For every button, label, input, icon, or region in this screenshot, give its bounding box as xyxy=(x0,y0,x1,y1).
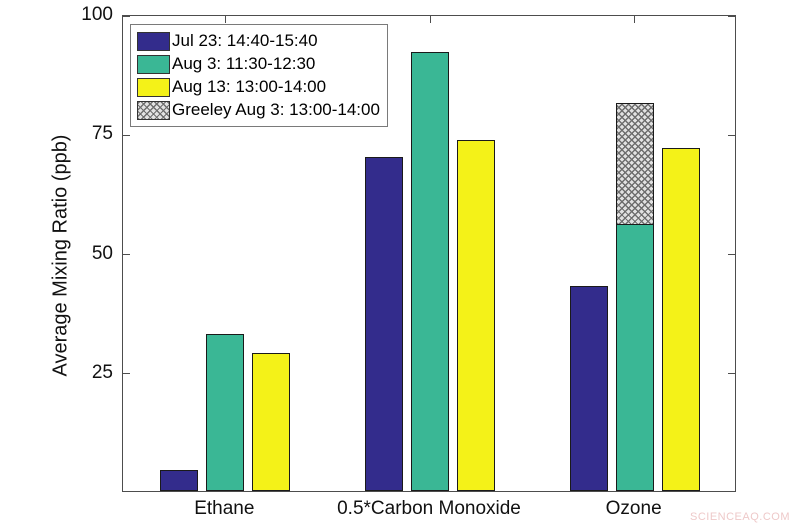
legend-swatch-icon xyxy=(137,54,170,74)
y-axis-tick xyxy=(728,254,735,255)
y-axis-tick xyxy=(123,254,130,255)
y-axis-tick xyxy=(728,373,735,375)
bar-series-2-cat-2 xyxy=(661,147,700,491)
bar-series-2-cat-0 xyxy=(252,352,291,491)
y-tick-label: 25 xyxy=(91,361,113,383)
legend-item: Aug 3: 11:30-12:30 xyxy=(137,53,380,75)
bar-series-1-cat-1 xyxy=(411,52,449,491)
legend-label: Jul 23: 14:40-15:40 xyxy=(172,31,318,50)
legend-item: Aug 13: 13:00-14:00 xyxy=(137,76,380,98)
y-tick-label: 50 xyxy=(91,242,113,264)
bar-series-0-cat-1 xyxy=(365,157,403,491)
x-axis-tick xyxy=(634,16,636,23)
legend-label: Greeley Aug 3: 13:00-14:00 xyxy=(172,100,380,119)
x-tick-label: Ozone xyxy=(605,498,662,519)
legend: Jul 23: 14:40-15:40 Aug 3: 11:30-12:30 Aug… xyxy=(130,24,388,127)
x-axis-tick xyxy=(429,16,431,23)
legend-swatch-icon xyxy=(137,31,170,51)
y-axis-tick xyxy=(123,15,130,17)
x-tick-label: Ethane xyxy=(194,498,255,519)
legend-item: Greeley Aug 3: 13:00-14:00 xyxy=(137,99,380,121)
y-tick-label: 75 xyxy=(91,123,113,145)
plot-area: Jul 23: 14:40-15:40 Aug 3: 11:30-12:30 Aug… xyxy=(122,15,736,492)
x-tick-label: 0.5*Carbon Monoxide xyxy=(337,498,521,519)
y-tick-label: 100 xyxy=(81,4,113,25)
bar-series-1-cat-0 xyxy=(206,333,245,491)
bar-series-1-cat-2 xyxy=(615,223,654,491)
legend-swatch-icon xyxy=(137,77,170,97)
legend-item: Jul 23: 14:40-15:40 xyxy=(137,30,380,52)
bar-segment-greeley-aug-3-13-00-14-00 xyxy=(615,103,654,225)
legend-label: Aug 13: 13:00-14:00 xyxy=(172,77,327,96)
watermark: SCIENCEAQ.COM xyxy=(689,511,790,523)
y-axis-tick xyxy=(123,134,130,136)
x-axis-tick xyxy=(224,16,226,23)
y-axis-tick xyxy=(728,134,735,136)
bar-series-2-cat-1 xyxy=(457,140,495,491)
legend-label: Aug 3: 11:30-12:30 xyxy=(172,54,316,73)
y-axis-tick xyxy=(123,373,130,375)
y-axis-tick xyxy=(728,15,735,17)
bar-series-0-cat-2 xyxy=(569,285,608,491)
bar-series-0-cat-0 xyxy=(160,469,199,491)
legend-swatch-hatch-icon xyxy=(137,100,170,120)
